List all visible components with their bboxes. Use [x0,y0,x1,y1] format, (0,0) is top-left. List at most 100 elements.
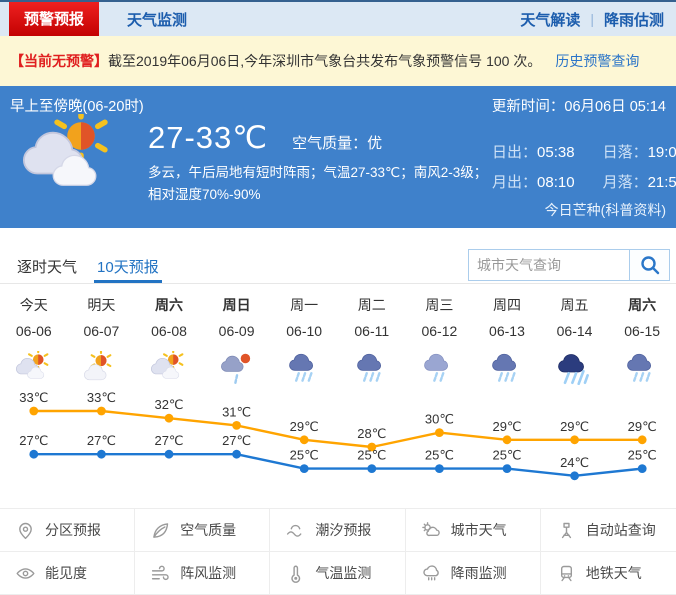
forecast-weather-icon-cell [0,344,68,388]
svg-text:27℃: 27℃ [87,433,116,448]
forecast-date: 06-08 [151,323,187,339]
tab-10day-forecast[interactable]: 10天预报 [94,246,162,283]
alert-text: 截至2019年06月06日,今年深圳市气象台共发布气象预警信号 100 次。 [108,53,542,69]
svg-text:33℃: 33℃ [19,392,48,405]
quick-link-wind[interactable]: 阵风监测 [135,552,271,595]
forecast-weather-icon-cell [68,344,136,388]
svg-text:32℃: 32℃ [154,397,183,412]
svg-text:29℃: 29℃ [560,419,589,434]
forecast-date: 06-13 [489,323,525,339]
solar-term-link[interactable]: 今日芒种(科普资料) [544,202,666,218]
quick-link-label: 能见度 [45,565,87,581]
quick-link-label: 地铁天气 [585,565,642,581]
svg-text:25℃: 25℃ [628,448,657,463]
sun-cloud-icon [84,348,112,381]
history-warning-link[interactable]: 历史预警查询 [555,53,640,69]
quick-link-label: 降雨监测 [450,565,507,581]
sun-clouds-icon [14,105,126,207]
tab-hourly-weather[interactable]: 逐时天气 [17,259,78,276]
forecast-day-label: 周五 [560,297,589,313]
svg-text:25℃: 25℃ [425,448,454,463]
forecast-weather-icon-cell [473,344,541,388]
svg-text:27℃: 27℃ [19,433,48,448]
svg-text:29℃: 29℃ [492,419,521,434]
quick-link-train[interactable]: 地铁天气 [540,552,676,595]
sun-shower-icon [220,353,250,384]
forecast-date: 06-14 [556,323,593,339]
svg-text:24℃: 24℃ [560,455,589,470]
forecast-day-label: 周二 [357,297,386,313]
forecast-column-06-15: 周六 06-15 [608,292,676,388]
forecast-period-label: 早上至傍晚(06-20时) [10,99,144,115]
forecast-day-label: 周六 [628,297,657,313]
svg-text:25℃: 25℃ [290,448,319,463]
search-input[interactable] [468,249,630,281]
update-time-value: 06月06日 05:14 [564,99,666,115]
forecast-day-label: 今天 [19,297,48,313]
city-weather-search [468,249,670,281]
rain-cloud-icon [422,564,439,580]
forecast-weather-icon-cell [338,344,406,388]
quick-link-label: 空气质量 [180,522,237,538]
search-button[interactable] [630,249,670,281]
svg-text:31℃: 31℃ [222,404,251,419]
astro-item: 日落：19:06 [602,144,676,161]
current-weather-panel: 早上至傍晚(06-20时) 更新时间：06月06日 05:14 27-33℃ 空… [0,86,676,228]
tab-warning-forecast[interactable]: 预警预报 [9,2,100,36]
map-pin-icon [19,522,32,539]
forecast-date: 06-12 [421,323,458,339]
svg-text:29℃: 29℃ [628,419,657,434]
wind-icon [152,565,169,580]
link-rain-estimate[interactable]: 降雨估测 [603,11,664,29]
svg-text:25℃: 25℃ [357,448,386,463]
forecast-day-label: 周日 [222,297,251,313]
temperature-range: 27-33℃ [148,120,269,155]
sun-clouds-icon [15,348,49,379]
forecast-date: 06-11 [354,323,390,339]
svg-text:28℃: 28℃ [357,426,386,441]
weather-station-icon [561,522,571,538]
link-weather-interpretation[interactable]: 天气解读 [520,11,581,29]
forecast-day-label: 周一 [290,297,319,313]
forecast-weather-icon-cell [608,344,676,388]
air-quality-label: 空气质量： [292,135,368,152]
quick-link-weather-station[interactable]: 自动站查询 [540,509,676,552]
forecast-weather-icon-cell [270,344,338,388]
forecast-weather-icon-cell [203,344,271,388]
sun-clouds-icon [150,348,184,379]
no-warning-badge: 【当前无预警】 [10,53,108,69]
quick-link-thermometer[interactable]: 气温监测 [270,552,406,595]
quick-link-map-pin[interactable]: 分区预报 [0,509,136,552]
quick-link-label: 潮汐预报 [315,522,372,538]
alert-bar: 【当前无预警】 截至2019年06月06日,今年深圳市气象台共发布气象预警信号 … [0,36,676,86]
quick-link-city-sun-cloud[interactable]: 城市天气 [405,509,541,552]
city-sun-cloud-icon [421,521,440,536]
forecast-day-label: 周六 [154,297,183,313]
quick-link-tide-wave[interactable]: 潮汐预报 [270,509,406,552]
forecast-day-label: 周三 [425,297,454,313]
update-time: 更新时间：06月06日 05:14 [492,95,666,116]
astro-item: 月落：21:58 [602,174,676,191]
forecast-date: 06-15 [624,323,661,339]
svg-text:27℃: 27℃ [222,433,251,448]
svg-text:33℃: 33℃ [87,392,116,405]
quick-link-rain-cloud[interactable]: 降雨监测 [405,552,541,595]
leaf-icon [153,522,169,538]
rain-icon [356,353,381,382]
forecast-date: 06-06 [15,323,52,339]
temperature-chart: 33℃ 33℃ 32℃ 31℃ 29℃ 28℃ 30℃ 29℃ 29℃ 29℃ 27℃ 27℃ 27℃ 2… [19,392,657,481]
forecast-column-06-12: 周三 06-12 [406,292,474,388]
rain-icon [289,353,314,382]
tab-weather-monitor[interactable]: 天气监测 [127,11,188,29]
topnav-links: 天气解读 | 降雨估测 [520,9,676,30]
forecast-tabs: 逐时天气 10天预报 [0,246,676,284]
thermometer-icon [291,565,301,583]
temperature-row: 27-33℃ 空气质量：优 [148,120,382,156]
astro-item: 月出：08:10 [492,174,575,191]
quick-link-eye[interactable]: 能见度 [0,552,136,595]
forecast-column-06-09: 周日 06-09 [203,292,271,388]
rain-light-icon [424,353,449,382]
forecast-weather-icon-cell [541,344,609,388]
update-time-label: 更新时间： [491,99,565,115]
quick-link-leaf[interactable]: 空气质量 [135,509,271,552]
